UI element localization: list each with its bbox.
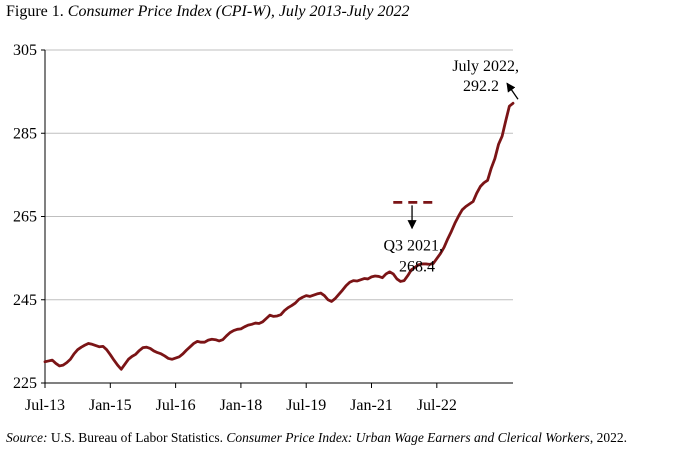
source-publication: Consumer Price Index: Urban Wage Earners… bbox=[226, 430, 590, 445]
series-group bbox=[43, 101, 515, 371]
y-tick-label: 305 bbox=[13, 42, 37, 59]
figure-title: Figure 1. Consumer Price Index (CPI-W), … bbox=[6, 3, 409, 21]
y-tick-label: 265 bbox=[13, 209, 37, 226]
x-tick-label: Jan-21 bbox=[350, 397, 393, 414]
gridlines bbox=[45, 49, 513, 301]
peak-annotation-label-line2: 292.2 bbox=[463, 78, 499, 95]
x-tick-label: Jul-19 bbox=[286, 397, 326, 414]
q3-annotation-label-line2: 268.4 bbox=[399, 258, 435, 275]
x-tick-label: Jul-13 bbox=[25, 397, 65, 414]
source-note: Source: U.S. Bureau of Labor Statistics.… bbox=[6, 430, 627, 446]
annotations: July 2022, 292.2 Q3 2021, 268.4 bbox=[383, 58, 519, 275]
y-tick-label: 285 bbox=[13, 125, 37, 142]
peak-annotation-arrow bbox=[506, 82, 519, 100]
x-axis-tick-labels: Jul-13 Jan-15 Jul-16 Jan-18 Jul-19 Jan-21 Jul-… bbox=[25, 397, 457, 414]
figure-label: Figure 1. bbox=[6, 3, 64, 20]
cpi-series-line bbox=[43, 101, 515, 371]
y-tick-label: 225 bbox=[13, 375, 37, 392]
source-text-1: U.S. Bureau of Labor Statistics. bbox=[50, 430, 223, 445]
y-axis-tick-labels: 225 245 265 285 305 bbox=[13, 42, 37, 392]
source-label: Source: bbox=[6, 430, 48, 445]
x-tick-label: Jan-18 bbox=[220, 397, 263, 414]
source-text-2: , 2022. bbox=[589, 430, 627, 445]
axes bbox=[41, 49, 513, 388]
x-tick-label: Jul-16 bbox=[156, 397, 196, 414]
q3-annotation-label-line1: Q3 2021, bbox=[383, 237, 443, 254]
x-tick-label: Jul-22 bbox=[417, 397, 457, 414]
y-tick-label: 245 bbox=[13, 292, 37, 309]
peak-annotation-label-line1: July 2022, bbox=[452, 58, 519, 75]
x-tick-label: Jan-15 bbox=[89, 397, 132, 414]
figure-title-text: Consumer Price Index (CPI-W), July 2013-… bbox=[67, 3, 410, 20]
